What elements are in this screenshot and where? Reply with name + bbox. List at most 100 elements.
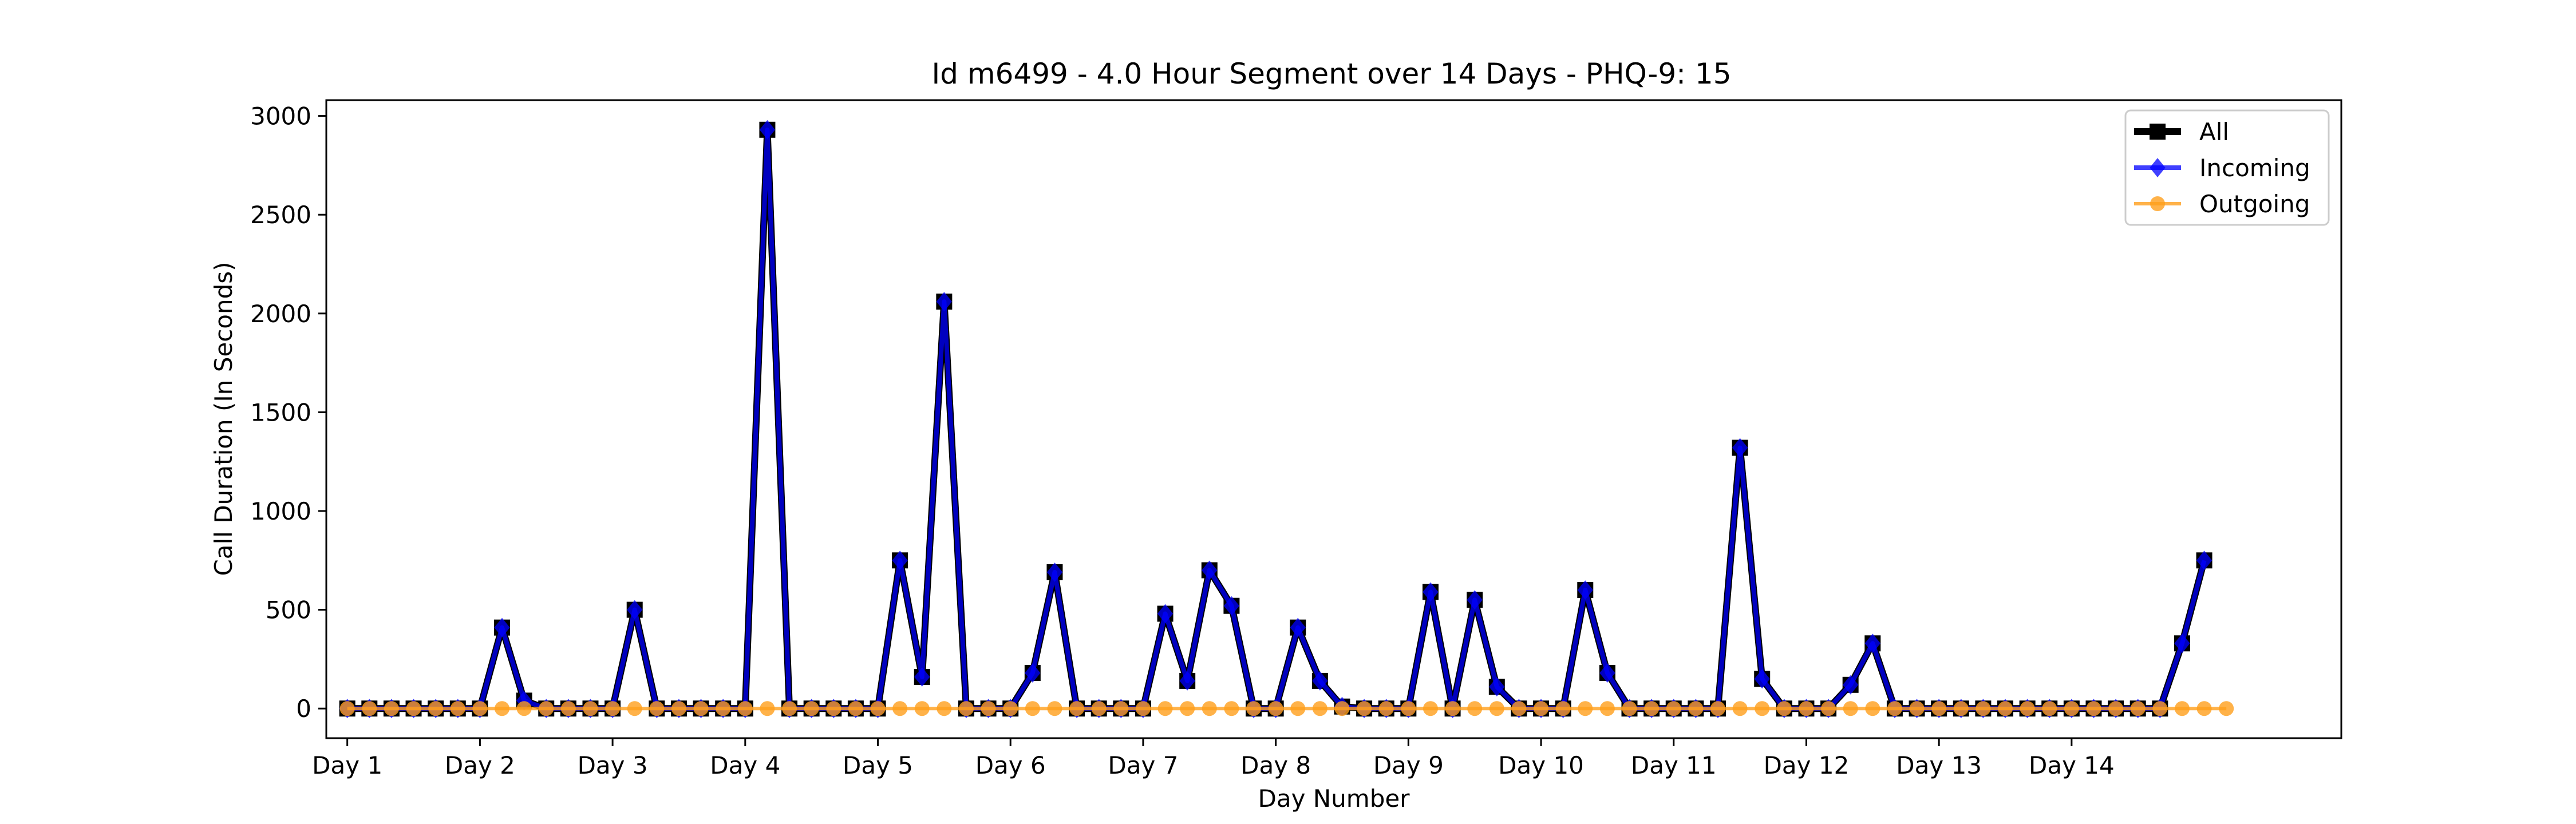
data-point (583, 701, 598, 716)
x-tick-label: Day 7 (1108, 751, 1178, 779)
data-point (1423, 582, 1439, 602)
data-point (1135, 701, 1151, 716)
data-point (1755, 701, 1770, 716)
series-outgoing (339, 701, 2234, 716)
data-point (914, 701, 930, 716)
y-tick-label: 500 (266, 596, 311, 624)
legend-label: All (2199, 118, 2229, 146)
legend-label: Incoming (2199, 154, 2310, 182)
data-point (1732, 438, 1748, 458)
y-tick-label: 0 (296, 695, 311, 723)
data-point (1113, 701, 1129, 716)
data-point (1157, 604, 1174, 624)
series-layer (339, 120, 2234, 719)
x-tick-label: Day 11 (1631, 751, 1717, 779)
data-point (892, 550, 908, 571)
data-point (539, 701, 554, 716)
data-point (1312, 701, 1327, 716)
data-point (1489, 677, 1505, 697)
data-point (1776, 701, 1792, 716)
series-line-all (347, 126, 2208, 712)
data-point (1069, 701, 1085, 716)
x-tick-label: Day 6 (975, 751, 1046, 779)
y-tick-label: 2000 (250, 300, 311, 328)
data-point (2196, 701, 2212, 716)
legend-marker (2150, 158, 2166, 177)
data-point (1688, 701, 1704, 716)
data-point (1025, 663, 1041, 683)
data-point (1887, 701, 1902, 716)
data-point (1710, 701, 1725, 716)
data-point (2042, 701, 2057, 716)
data-point (2020, 701, 2035, 716)
data-point (826, 701, 841, 716)
data-point (1290, 617, 1306, 637)
x-tick-label: Day 3 (578, 751, 648, 779)
data-point (1754, 669, 1770, 689)
data-point (1179, 671, 1195, 691)
data-point (804, 701, 819, 716)
data-point (627, 600, 643, 620)
data-point (1909, 701, 1925, 716)
data-point (1511, 701, 1527, 716)
x-tick-label: Day 12 (1764, 751, 1850, 779)
data-point (605, 701, 621, 716)
data-point (1843, 701, 1858, 716)
data-point (1268, 701, 1283, 716)
data-point (1180, 701, 1195, 716)
data-point (1666, 701, 1681, 716)
x-tick-label: Day 5 (843, 751, 913, 779)
data-point (384, 701, 399, 716)
data-point (1865, 701, 1880, 716)
data-point (1157, 701, 1173, 716)
data-point (1202, 560, 1218, 580)
data-point (406, 701, 421, 716)
data-point (2152, 701, 2168, 716)
data-point (2108, 701, 2124, 716)
data-point (1489, 701, 1504, 716)
data-point (1953, 701, 1969, 716)
data-point (1246, 701, 1262, 716)
y-tick-label: 1000 (250, 497, 311, 525)
x-tick-label: Day 14 (2029, 751, 2115, 779)
data-point (428, 701, 444, 716)
y-axis-title: Call Duration (In Seconds) (210, 262, 238, 576)
data-point (937, 701, 952, 716)
data-point (671, 701, 686, 716)
data-point (759, 120, 776, 140)
data-point (1998, 701, 2013, 716)
data-point (782, 701, 797, 716)
data-point (2130, 701, 2146, 716)
data-point (1644, 701, 1660, 716)
data-point (1378, 701, 1394, 716)
legend-item-outgoing: Outgoing (2134, 190, 2310, 218)
data-point (1401, 701, 1416, 716)
plot-area: 0 500 1000 1500 2000 2500 3000 Day 1 Day 2 Day 3… (250, 99, 2342, 779)
data-point (2086, 701, 2101, 716)
legend-marker (2150, 124, 2166, 140)
data-point (1334, 701, 1350, 716)
data-point (1622, 701, 1637, 716)
data-point (1578, 701, 1593, 716)
data-point (2174, 633, 2190, 653)
data-point (649, 701, 665, 716)
x-tick-label: Day 9 (1373, 751, 1444, 779)
data-point (1025, 701, 1040, 716)
x-tick-label: Day 10 (1498, 751, 1584, 779)
data-point (516, 691, 532, 711)
data-point (1732, 701, 1748, 716)
data-point (1312, 671, 1328, 691)
data-point (1599, 701, 1615, 716)
data-point (1599, 663, 1615, 683)
data-point (2174, 701, 2190, 716)
data-point (958, 701, 974, 716)
x-axis-title: Day Number (1258, 785, 1410, 813)
legend-item-all: All (2134, 118, 2229, 146)
data-point (737, 701, 753, 716)
data-point (1799, 701, 1814, 716)
data-point (716, 701, 731, 716)
data-point (1864, 633, 1880, 653)
data-point (1290, 701, 1306, 716)
data-point (1534, 701, 1549, 716)
